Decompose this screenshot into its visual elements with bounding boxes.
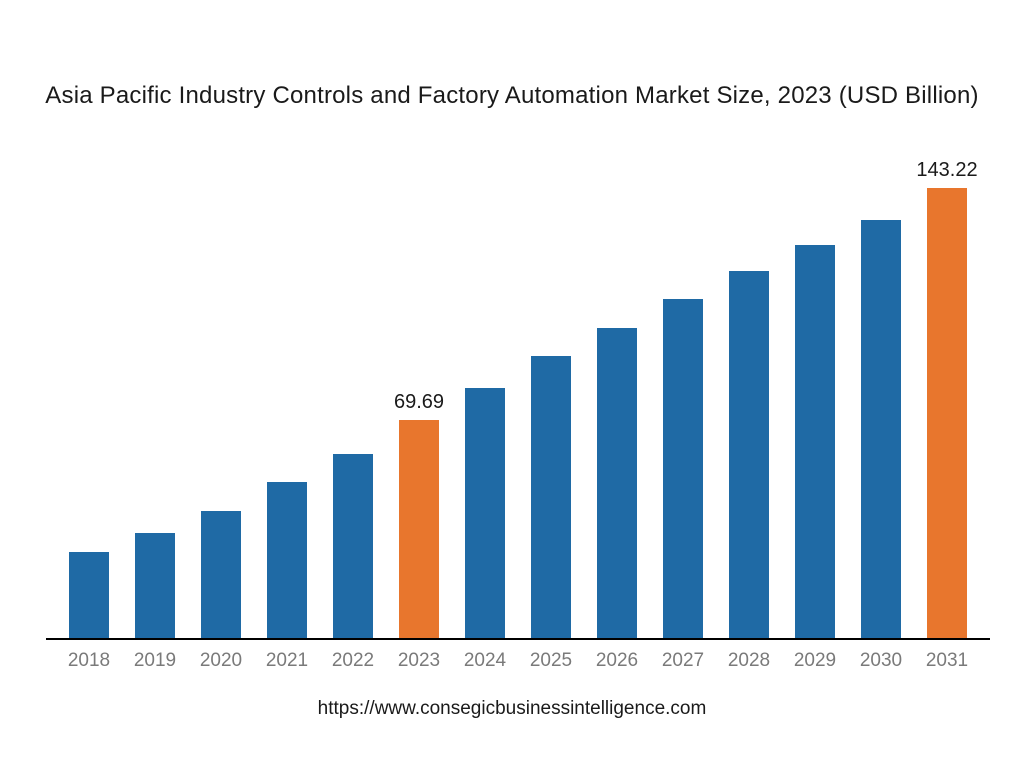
bar	[795, 245, 835, 640]
x-axis-label: 2020	[188, 650, 254, 672]
bar-slot	[584, 135, 650, 640]
x-axis-label: 2030	[848, 650, 914, 672]
bar-slot	[56, 135, 122, 640]
x-axis-label: 2022	[320, 650, 386, 672]
bar-slot	[122, 135, 188, 640]
bar	[201, 511, 241, 640]
bar	[861, 220, 901, 640]
bar	[597, 328, 637, 640]
bar	[927, 188, 967, 640]
x-axis-label: 2021	[254, 650, 320, 672]
x-axis-label: 2028	[716, 650, 782, 672]
x-axis-label: 2027	[650, 650, 716, 672]
x-axis-baseline	[46, 638, 990, 640]
bar-slot	[716, 135, 782, 640]
bar-slot	[848, 135, 914, 640]
bars-container: 69.69 143.22	[46, 135, 990, 640]
footer-url: https://www.consegicbusinessintelligence…	[0, 698, 1024, 720]
bar	[267, 482, 307, 640]
bar-slot	[320, 135, 386, 640]
x-axis-labels: 2018201920202021202220232024202520262027…	[46, 650, 990, 672]
bar-slot	[452, 135, 518, 640]
bar-slot	[254, 135, 320, 640]
x-axis-label: 2024	[452, 650, 518, 672]
bar-slot: 143.22	[914, 135, 980, 640]
x-axis-label: 2025	[518, 650, 584, 672]
x-axis-label: 2018	[56, 650, 122, 672]
chart-plot-area: 69.69 143.22	[46, 135, 990, 640]
bar-slot	[782, 135, 848, 640]
x-axis-label: 2029	[782, 650, 848, 672]
chart-title: Asia Pacific Industry Controls and Facto…	[0, 82, 1024, 110]
bar-slot	[518, 135, 584, 640]
bar-slot	[188, 135, 254, 640]
bar	[729, 271, 769, 640]
bar	[663, 299, 703, 640]
bar	[69, 552, 109, 640]
x-axis-label: 2019	[122, 650, 188, 672]
bar-slot	[650, 135, 716, 640]
bar	[399, 420, 439, 640]
x-axis-label: 2026	[584, 650, 650, 672]
bar	[465, 388, 505, 641]
bar-value-label: 143.22	[916, 159, 977, 182]
x-axis-label: 2031	[914, 650, 980, 672]
bar	[135, 533, 175, 640]
bar	[333, 454, 373, 640]
bar	[531, 356, 571, 640]
bar-slot: 69.69	[386, 135, 452, 640]
bar-value-label: 69.69	[394, 391, 444, 414]
x-axis-label: 2023	[386, 650, 452, 672]
